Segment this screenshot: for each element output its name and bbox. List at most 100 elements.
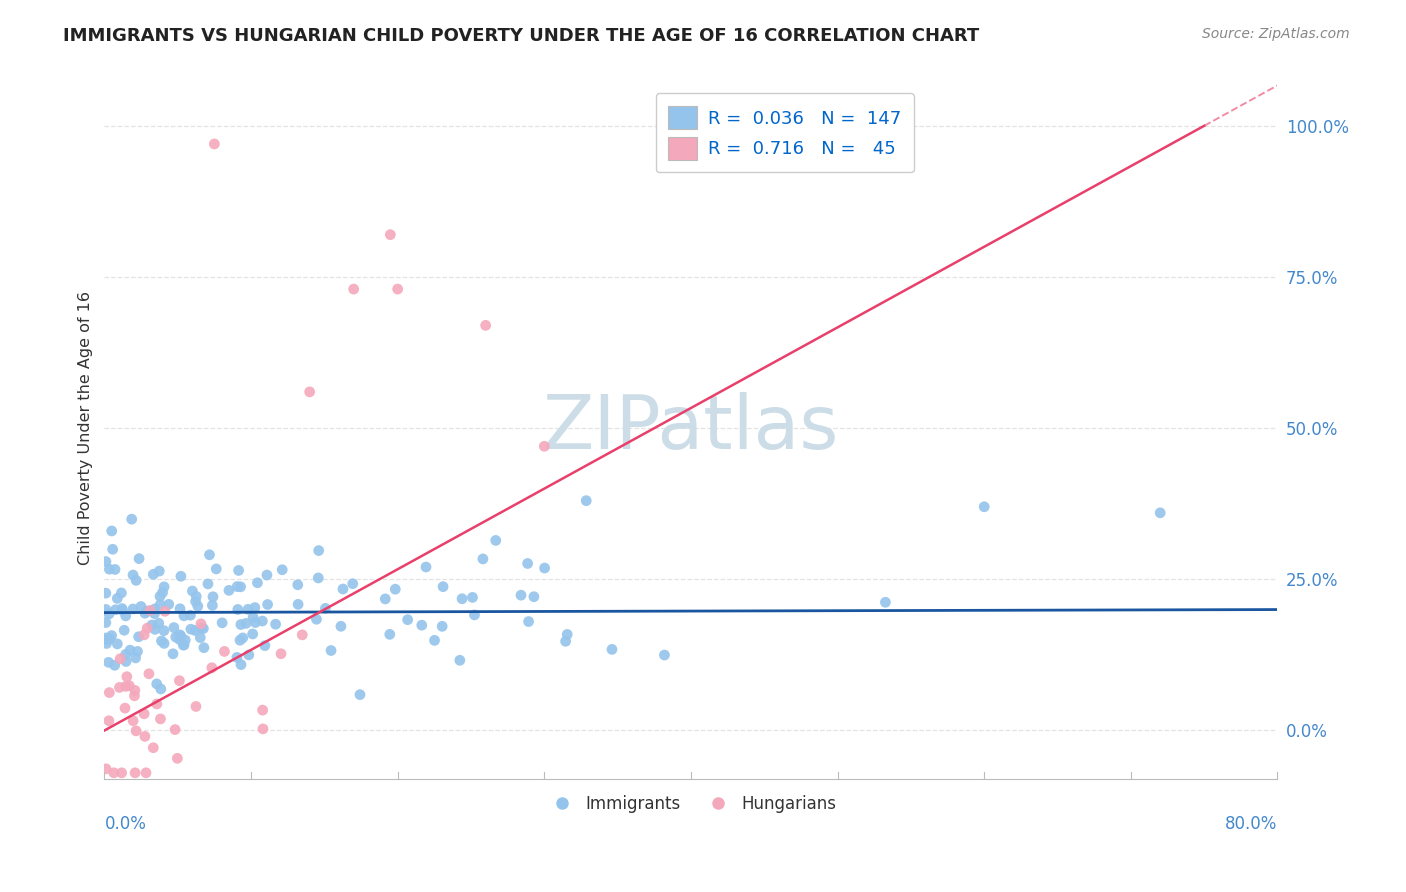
Point	[98, 562, 121, 576]
Point	[188, 631, 211, 645]
Point	[149, 681, 172, 696]
Point	[463, 607, 485, 622]
Point	[114, 679, 136, 693]
Legend: Immigrants, Hungarians: Immigrants, Hungarians	[538, 789, 842, 820]
Point	[172, 638, 194, 652]
Point	[157, 597, 180, 611]
Point	[349, 688, 371, 702]
Point	[162, 647, 184, 661]
Point	[101, 542, 124, 557]
Point	[270, 647, 292, 661]
Point	[136, 604, 159, 618]
Point	[973, 500, 995, 514]
Point	[243, 600, 266, 615]
Point	[148, 564, 170, 578]
Point	[256, 568, 278, 582]
Point	[193, 622, 215, 636]
Point	[201, 590, 224, 604]
Point	[228, 564, 250, 578]
Point	[100, 524, 122, 538]
Point	[143, 607, 166, 621]
Point	[134, 606, 156, 620]
Point	[201, 661, 224, 675]
Point	[94, 602, 117, 616]
Point	[104, 562, 127, 576]
Point	[94, 762, 117, 776]
Point	[226, 580, 249, 594]
Point	[165, 723, 187, 737]
Point	[264, 617, 287, 632]
Point	[98, 632, 121, 646]
Point	[238, 648, 260, 662]
Point	[232, 631, 254, 645]
Point	[120, 643, 142, 657]
Point	[226, 650, 249, 665]
Point	[193, 640, 215, 655]
Point	[307, 571, 329, 585]
Point	[252, 614, 274, 628]
Point	[380, 227, 402, 242]
Point	[423, 633, 446, 648]
Point	[471, 552, 494, 566]
Point	[148, 616, 170, 631]
Point	[135, 765, 157, 780]
Text: Source: ZipAtlas.com: Source: ZipAtlas.com	[1202, 27, 1350, 41]
Point	[103, 765, 125, 780]
Point	[510, 588, 533, 602]
Point	[169, 628, 191, 642]
Point	[173, 638, 195, 652]
Point	[190, 616, 212, 631]
Point	[474, 318, 496, 333]
Point	[187, 599, 209, 614]
Point	[298, 384, 321, 399]
Point	[125, 723, 148, 738]
Point	[153, 636, 176, 650]
Point	[146, 697, 169, 711]
Point	[173, 608, 195, 623]
Point	[246, 575, 269, 590]
Point	[134, 730, 156, 744]
Point	[105, 591, 128, 606]
Point	[523, 590, 546, 604]
Point	[226, 602, 249, 616]
Point	[104, 658, 127, 673]
Point	[153, 580, 176, 594]
Point	[654, 648, 676, 662]
Point	[600, 642, 623, 657]
Point	[181, 584, 204, 599]
Point	[554, 634, 576, 648]
Point	[555, 627, 578, 641]
Point	[229, 633, 252, 648]
Point	[111, 601, 134, 615]
Point	[197, 577, 219, 591]
Point	[396, 613, 419, 627]
Point	[1149, 506, 1171, 520]
Point	[125, 574, 148, 588]
Point	[332, 582, 354, 596]
Point	[110, 652, 132, 666]
Point	[180, 622, 202, 636]
Point	[128, 551, 150, 566]
Point	[184, 624, 207, 638]
Point	[184, 594, 207, 608]
Point	[152, 585, 174, 599]
Point	[124, 689, 146, 703]
Point	[169, 673, 191, 688]
Text: 0.0%: 0.0%	[104, 815, 146, 833]
Point	[205, 562, 228, 576]
Point	[252, 703, 274, 717]
Point	[202, 136, 225, 151]
Point	[245, 615, 267, 630]
Point	[252, 722, 274, 736]
Point	[94, 615, 117, 630]
Point	[129, 599, 152, 614]
Point	[122, 568, 145, 582]
Point	[114, 648, 136, 662]
Point	[374, 591, 396, 606]
Point	[124, 651, 146, 665]
Point	[100, 629, 122, 643]
Point	[143, 602, 166, 616]
Point	[186, 590, 208, 604]
Point	[314, 601, 336, 615]
Point	[242, 627, 264, 641]
